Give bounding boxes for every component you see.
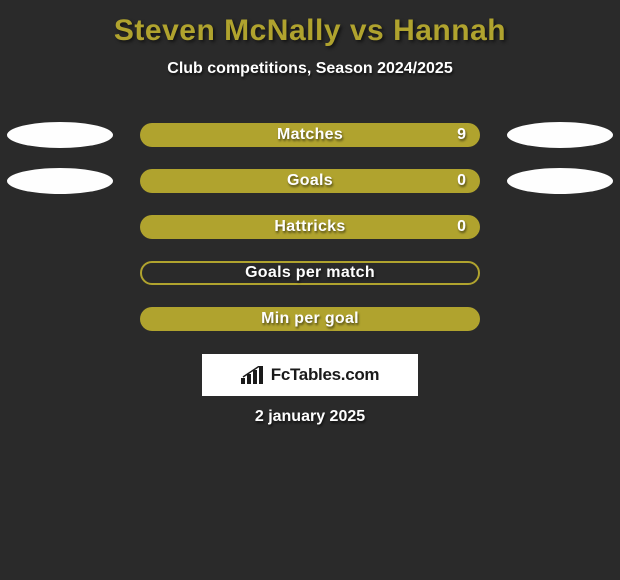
stat-rows: Matches 9 Goals 0 Hattricks 0 Goals per match M…	[0, 122, 620, 352]
stat-value: 0	[457, 215, 466, 239]
stat-label: Goals	[287, 172, 333, 190]
title-vs: vs	[350, 14, 384, 47]
bars-icon	[241, 366, 265, 384]
stat-bar: Goals 0	[140, 169, 480, 193]
page-title: Steven McNally vs Hannah	[0, 0, 620, 48]
stat-label: Goals per match	[245, 264, 375, 282]
stat-row: Goals 0	[0, 168, 620, 194]
subtitle: Club competitions, Season 2024/2025	[0, 60, 620, 78]
stat-row: Min per goal	[0, 306, 620, 332]
stat-bar: Goals per match	[140, 261, 480, 285]
left-value-ellipse	[7, 168, 113, 194]
stat-row: Hattricks 0	[0, 214, 620, 240]
logo-box: FcTables.com	[202, 354, 418, 396]
stat-label: Min per goal	[261, 310, 359, 328]
stat-label: Hattricks	[274, 218, 345, 236]
stats-card: Steven McNally vs Hannah Club competitio…	[0, 0, 620, 580]
stat-bar: Hattricks 0	[140, 215, 480, 239]
stat-row: Goals per match	[0, 260, 620, 286]
stat-row: Matches 9	[0, 122, 620, 148]
logo-text: FcTables.com	[271, 365, 380, 385]
stat-bar: Min per goal	[140, 307, 480, 331]
left-value-ellipse	[7, 122, 113, 148]
right-value-ellipse	[507, 122, 613, 148]
date-line: 2 january 2025	[0, 408, 620, 426]
stat-value: 9	[457, 123, 466, 147]
right-value-ellipse	[507, 168, 613, 194]
stat-value: 0	[457, 169, 466, 193]
stat-bar: Matches 9	[140, 123, 480, 147]
title-player-left: Steven McNally	[114, 14, 341, 47]
title-player-right: Hannah	[393, 14, 506, 47]
stat-label: Matches	[277, 126, 343, 144]
